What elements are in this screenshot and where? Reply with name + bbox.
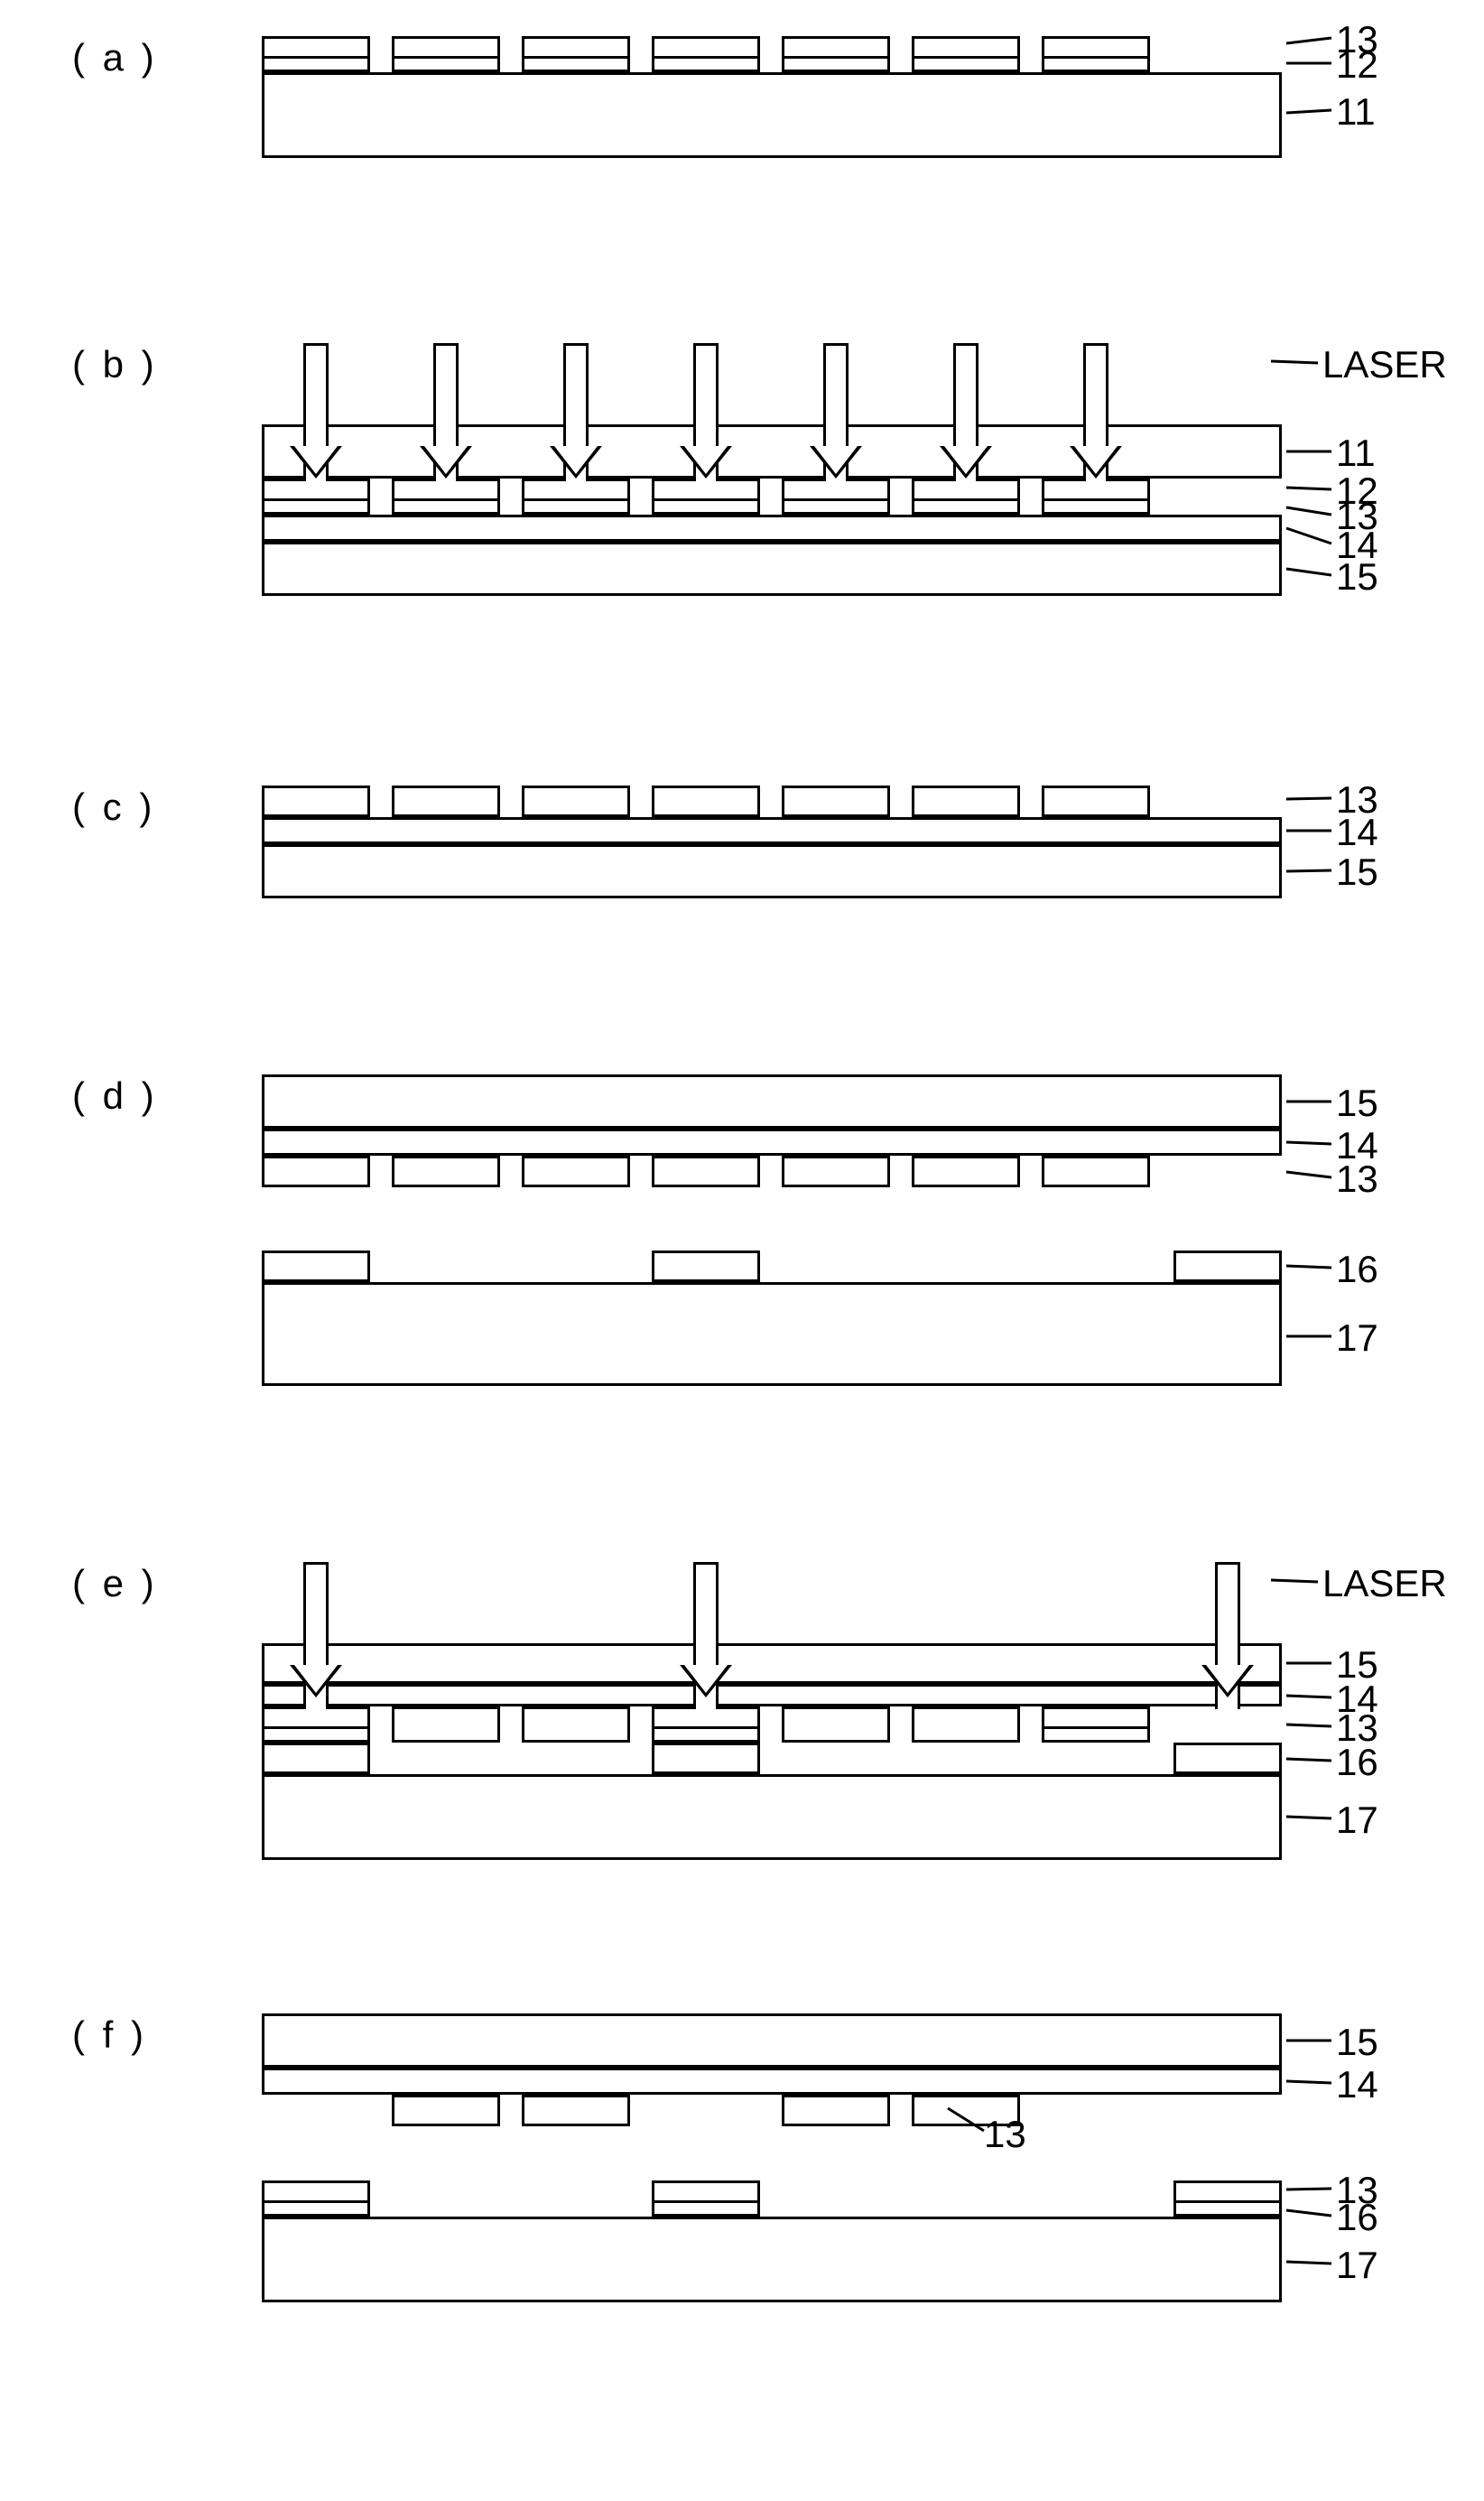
lead-label: 11 bbox=[1336, 90, 1376, 134]
lead-label: 17 bbox=[1336, 1799, 1378, 1842]
panel-label: ( b ) bbox=[72, 343, 158, 386]
panel-b: ( b ) LASER1112131415 bbox=[27, 343, 1457, 677]
panel-f: ( f ) 131514131617 bbox=[27, 2013, 1457, 2357]
panel-drawing: 131415 bbox=[262, 786, 1345, 930]
panel-drawing: 131211 bbox=[262, 36, 1345, 199]
lead-line: 15 bbox=[262, 786, 1345, 930]
panel-drawing: LASER1112131415 bbox=[262, 343, 1345, 641]
lead-label: 17 bbox=[1336, 1316, 1378, 1360]
lead-label: 17 bbox=[1336, 2244, 1378, 2287]
lead-line: 17 bbox=[262, 1562, 1345, 1869]
panel-label: ( f ) bbox=[72, 2013, 147, 2057]
panel-label: ( c ) bbox=[72, 786, 155, 829]
panel-drawing: 1514131617 bbox=[262, 1074, 1345, 1418]
lead-label: 15 bbox=[1336, 555, 1378, 599]
panel-a: ( a ) 131211 bbox=[27, 36, 1457, 235]
panel-drawing: 131514131617 bbox=[262, 2013, 1345, 2320]
panel-label: ( a ) bbox=[72, 36, 158, 79]
lead-line: 11 bbox=[262, 36, 1345, 199]
panel-drawing: LASER1514131617 bbox=[262, 1562, 1345, 1869]
panel-d: ( d ) 1514131617 bbox=[27, 1074, 1457, 1454]
lead-label: 15 bbox=[1336, 851, 1378, 894]
lead-line: 17 bbox=[262, 1074, 1345, 1418]
panel-label: ( e ) bbox=[72, 1562, 158, 1605]
lead-line: 15 bbox=[262, 343, 1345, 641]
figure-root: ( a ) 131211 ( b ) LASER1112131415 ( c ) 1314… bbox=[27, 36, 1457, 2357]
panel-c: ( c ) 131415 bbox=[27, 786, 1457, 966]
lead-line: 17 bbox=[262, 2013, 1345, 2320]
panel-e: ( e ) LASER1514131617 bbox=[27, 1562, 1457, 1905]
panel-label: ( d ) bbox=[72, 1074, 158, 1118]
